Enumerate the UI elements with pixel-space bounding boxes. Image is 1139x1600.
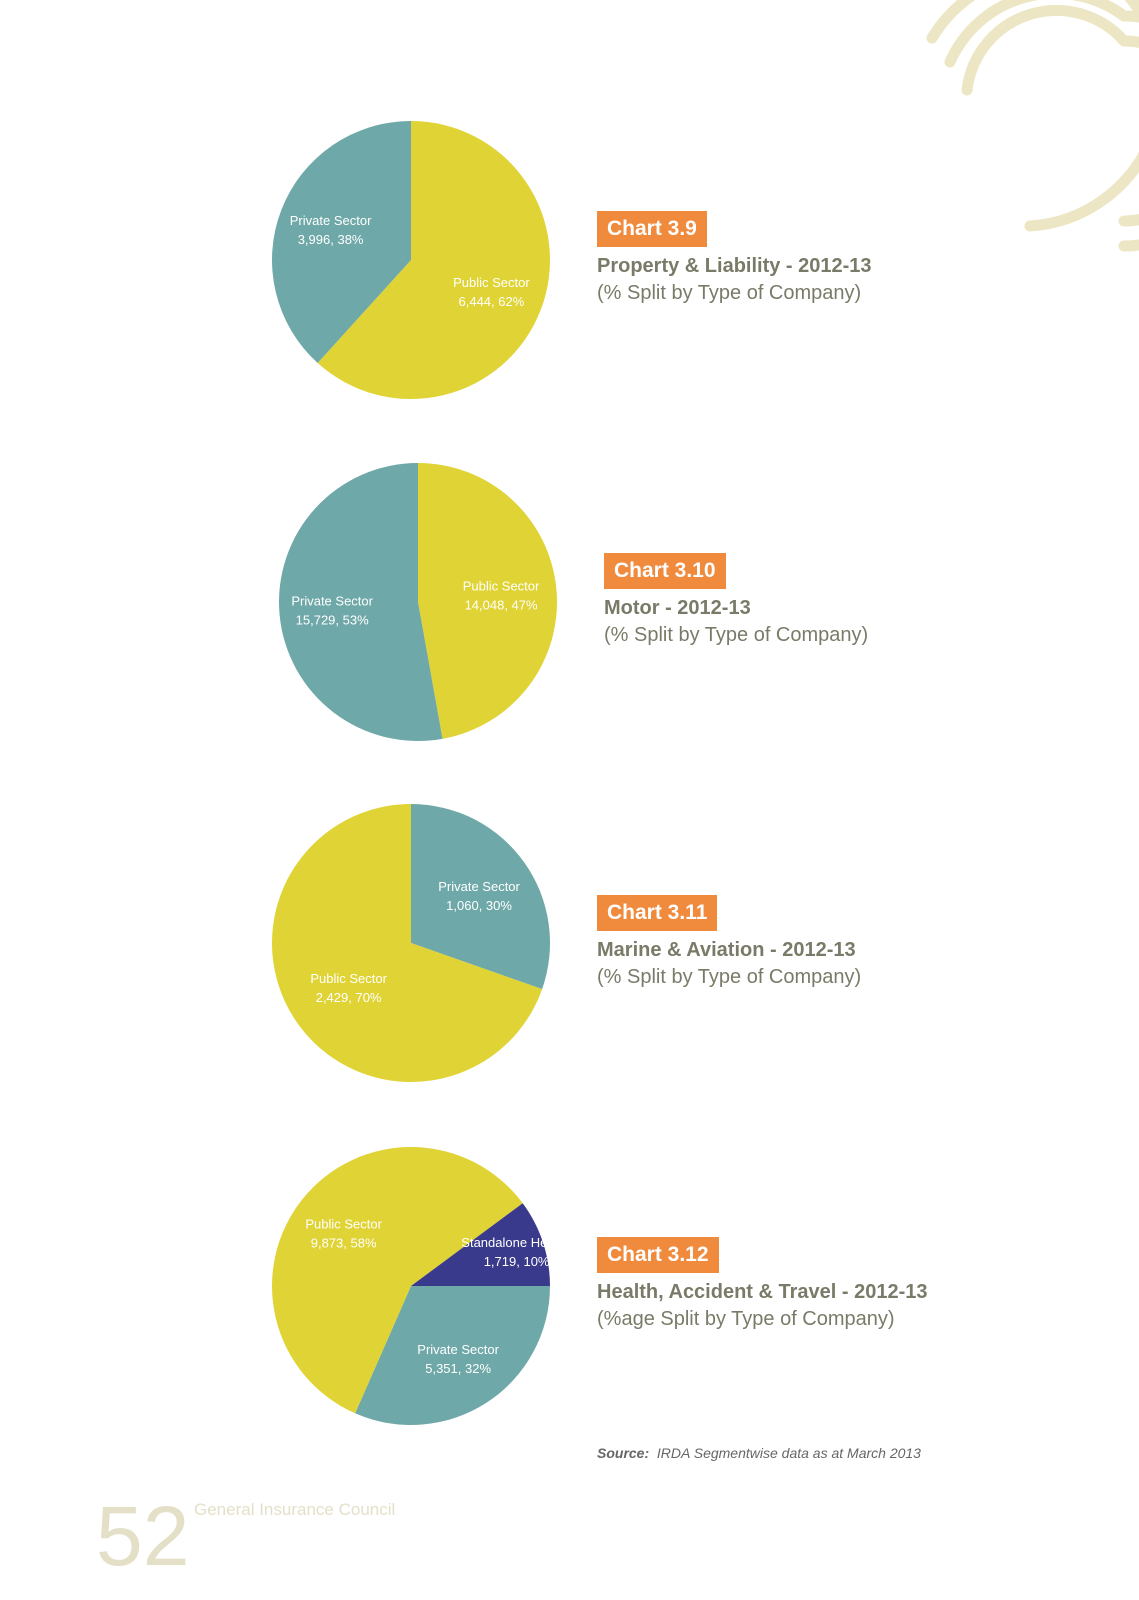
chart-subtitle: (% Split by Type of Company)	[604, 624, 869, 646]
slice-label: Public Sector 9,873, 58%	[305, 1216, 382, 1250]
chart-caption-3: Chart 3.11 Marine & Aviation - 2012-13 (…	[597, 895, 1117, 991]
chart-subtitle: (%age Split by Type of Company)	[597, 1308, 895, 1330]
slice-label-name: Public Sector	[463, 579, 540, 594]
pie-slice-standalone-health	[411, 1203, 550, 1286]
chart-subtitle: (% Split by Type of Company)	[597, 282, 862, 304]
slice-label-value: 9,873, 58%	[311, 1235, 377, 1250]
pie-chart-marine-aviation: Private Sector 1,060, 30% Public Sector 2,4…	[272, 804, 550, 1082]
slice-label-value: 15,729, 53%	[296, 613, 369, 628]
pie-slice-public-sector	[418, 463, 557, 739]
pie-slice-private-sector	[411, 804, 550, 990]
slice-label-name: Standalone Health,	[461, 1235, 572, 1250]
slice-label-value: 1,719, 10%	[484, 1254, 550, 1269]
chart-caption-1: Chart 3.9 Property & Liability - 2012-13…	[597, 211, 1117, 307]
pie-slice-private-sector	[278, 463, 443, 741]
source-text: IRDA Segmentwise data as at March 2013	[656, 1445, 921, 1461]
chart-caption-4: Chart 3.12 Health, Accident & Travel - 2…	[597, 1237, 1117, 1333]
slice-label: Public Sector 6,444, 62%	[453, 275, 530, 309]
chart-badge: Chart 3.12	[597, 1237, 719, 1273]
source-note: Source: IRDA Segmentwise data as at Marc…	[597, 1445, 921, 1461]
pie-slice-private-sector	[271, 121, 411, 363]
slice-label: Private Sector 5,351, 32%	[417, 1342, 499, 1376]
source-label: Source:	[597, 1445, 650, 1461]
slice-label: Private Sector 1,060, 30%	[438, 879, 520, 913]
slice-label: Private Sector 15,729, 53%	[291, 594, 373, 628]
arc-4	[1118, 10, 1139, 252]
chart-caption-2: Chart 3.10 Motor - 2012-13 (% Split by T…	[604, 553, 1124, 649]
slice-label: Private Sector 3,996, 38%	[290, 213, 372, 247]
arc-5	[926, 0, 976, 44]
slice-label-name: Private Sector	[417, 1342, 499, 1357]
pie-slice-public-sector	[317, 121, 550, 399]
organization-name: General Insurance Council	[194, 1500, 396, 1519]
chart-title: Property & Liability - 2012-13	[597, 255, 872, 277]
arc-2	[1118, 35, 1139, 227]
arc-3	[944, 0, 1130, 68]
arc-6	[1024, 0, 1139, 232]
chart-title: Health, Accident & Travel - 2012-13	[597, 1281, 928, 1303]
pie-chart-property-liability: Public Sector 6,444, 62% Private Sector 3,9…	[271, 121, 550, 399]
pie-slice-public-sector	[272, 1147, 523, 1414]
pie-slice-public-sector	[272, 804, 543, 1082]
chart-subtitle: (% Split by Type of Company)	[597, 966, 862, 988]
slice-label-name: Private Sector	[291, 594, 373, 609]
chart-badge: Chart 3.9	[597, 211, 707, 247]
slice-label-name: Private Sector	[438, 879, 520, 894]
slice-label-value: 14,048, 47%	[465, 598, 538, 613]
chart-title: Marine & Aviation - 2012-13	[597, 939, 856, 961]
pie-chart-health-accident-travel: Private Sector 5,351, 32% Public Sector 9,8…	[272, 1147, 572, 1425]
chart-badge: Chart 3.11	[597, 895, 718, 931]
slice-label-value: 2,429, 70%	[316, 990, 382, 1005]
slice-label-value: 5,351, 32%	[425, 1361, 491, 1376]
slice-label-name: Public Sector	[453, 275, 530, 290]
slice-label: Public Sector 14,048, 47%	[463, 579, 540, 613]
pie-slice-private-sector	[355, 1286, 550, 1425]
chart-title: Motor - 2012-13	[604, 597, 751, 619]
slice-label: Standalone Health, 1,719, 10%	[461, 1235, 572, 1269]
slice-label-value: 6,444, 62%	[459, 294, 525, 309]
slice-label-name: Private Sector	[290, 213, 372, 228]
slice-label-value: 1,060, 30%	[446, 898, 512, 913]
pie-chart-motor: Public Sector 14,048, 47% Private Sector 15…	[278, 463, 557, 741]
slice-label-name: Public Sector	[310, 971, 387, 986]
chart-badge: Chart 3.10	[604, 553, 726, 589]
slice-label-name: Public Sector	[305, 1216, 382, 1231]
slice-label-value: 3,996, 38%	[298, 232, 364, 247]
page-number: 52	[96, 1489, 190, 1583]
slice-label: Public Sector 2,429, 70%	[310, 971, 387, 1005]
arc-1	[961, 4, 1130, 96]
